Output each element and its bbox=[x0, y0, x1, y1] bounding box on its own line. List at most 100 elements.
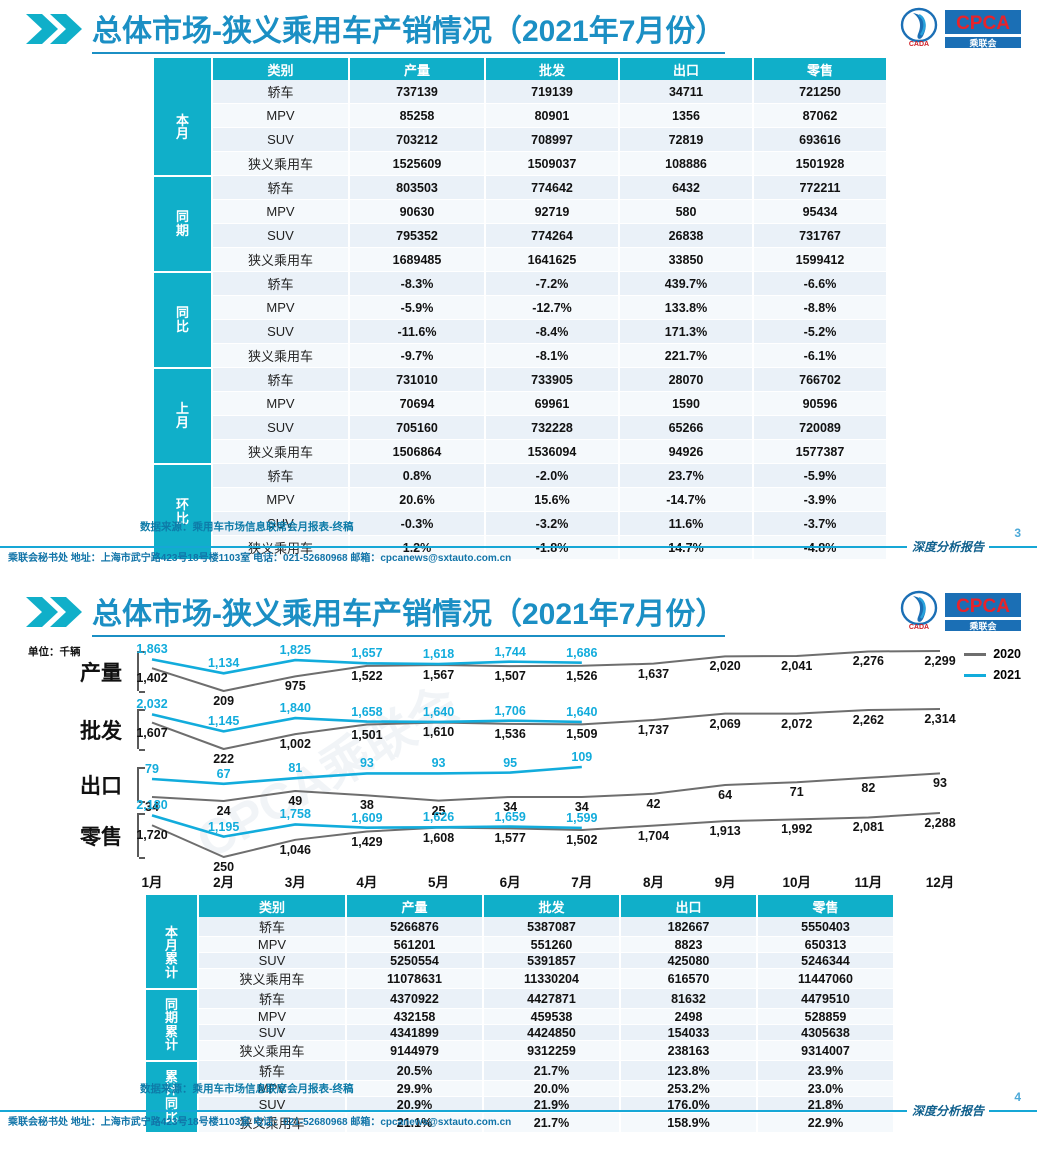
series-line-2020 bbox=[151, 812, 941, 858]
panel-axis-bracket bbox=[137, 813, 145, 859]
series-line-2021 bbox=[151, 658, 582, 675]
table-row: 狭义乘用车 11078631 11330204 616570 11447060 bbox=[146, 968, 895, 989]
table-cell: 90596 bbox=[753, 391, 888, 416]
table-cell: 774264 bbox=[485, 223, 620, 248]
table-cell: 1506864 bbox=[349, 439, 486, 464]
table-cell: 23.9% bbox=[757, 1060, 895, 1081]
data-label: 1,599 bbox=[566, 810, 598, 825]
table-cell: 528859 bbox=[757, 1008, 895, 1025]
table-row: 上月轿车 731010 733905 28070 766702 bbox=[154, 367, 888, 465]
table-cell: 4305638 bbox=[757, 1024, 895, 1041]
x-tick-label: 5月 bbox=[428, 875, 450, 890]
table-cell: 1525609 bbox=[349, 151, 486, 176]
col-header: 产量 bbox=[346, 895, 484, 917]
data-label: 1,744 bbox=[494, 644, 526, 659]
table-cell: -12.7% bbox=[485, 295, 620, 320]
row-group-label: 本月累计 bbox=[146, 917, 199, 990]
data-label: 2,262 bbox=[852, 712, 884, 727]
data-label: 1,195 bbox=[207, 819, 240, 834]
table-cell: 4370922 bbox=[346, 988, 484, 1009]
table-row: 狭义乘用车 1525609 1509037 108886 1501928 bbox=[154, 151, 888, 176]
col-header: 产量 bbox=[349, 58, 486, 80]
data-label: 1,502 bbox=[566, 832, 598, 847]
table-cell: -6.1% bbox=[753, 343, 888, 368]
table-cell: 95434 bbox=[753, 199, 888, 224]
table-cell: 733905 bbox=[485, 367, 620, 392]
footer-contact: 乘联会秘书处 地址：上海市武宁路423号18号楼1103室 电话：021-526… bbox=[8, 1117, 512, 1128]
data-label: 1,610 bbox=[422, 725, 455, 740]
table-cell: 2498 bbox=[620, 1008, 758, 1025]
table-cell: 20.5% bbox=[346, 1060, 484, 1081]
table-cell: 81632 bbox=[620, 988, 758, 1009]
row-category: SUV bbox=[212, 127, 350, 152]
table-cell: 0.8% bbox=[349, 463, 486, 488]
table-cell: 4427871 bbox=[483, 988, 621, 1009]
table-cell: 11078631 bbox=[346, 968, 484, 989]
col-header: 批发 bbox=[483, 895, 621, 917]
data-label: 1,509 bbox=[566, 727, 598, 742]
data-label: 1,737 bbox=[637, 723, 670, 738]
svg-text:CADA: CADA bbox=[909, 624, 929, 631]
table-cell: 719139 bbox=[485, 80, 620, 104]
legend-swatch-2020 bbox=[964, 652, 987, 656]
table-cell: 5391857 bbox=[483, 952, 621, 969]
table-cell: 23.0% bbox=[757, 1080, 895, 1097]
row-category: 轿车 bbox=[212, 271, 350, 296]
series-line-2021 bbox=[151, 765, 582, 786]
table-cell: 221.7% bbox=[619, 343, 754, 368]
col-header: 出口 bbox=[620, 895, 758, 917]
table-cell: 9144979 bbox=[346, 1040, 484, 1061]
table-cell: 561201 bbox=[346, 936, 484, 953]
data-label: 1,501 bbox=[351, 727, 383, 742]
data-label: 81 bbox=[288, 761, 303, 776]
row-group-label: 同期累计 bbox=[146, 988, 199, 1062]
table-cell: 5266876 bbox=[346, 917, 484, 937]
data-label: 1,577 bbox=[494, 831, 526, 846]
table-cell: 182667 bbox=[620, 917, 758, 937]
table-row: SUV 5250554 5391857 425080 5246344 bbox=[146, 952, 895, 969]
table-cell: 11330204 bbox=[483, 968, 621, 989]
svg-text:乘联会: 乘联会 bbox=[968, 621, 997, 633]
table-cell: 731767 bbox=[753, 223, 888, 248]
row-category: SUV bbox=[212, 511, 350, 536]
slide-1: CPCA乘联会 CPCA乘联会 总体市场-狭义乘用车产销情况（2021年7月份）… bbox=[0, 7, 1037, 564]
footer-rule bbox=[0, 1110, 1037, 1112]
table-row: 狭义乘用车 1689485 1641625 33850 1599412 bbox=[154, 247, 888, 272]
table-cell: 20.0% bbox=[483, 1080, 621, 1097]
table-cell: 4341899 bbox=[346, 1024, 484, 1041]
slide-2-table-container: 类别 产量 批发 出口 零售 本月累计轿车 5266876 5387087 18266… bbox=[146, 895, 895, 1134]
table-row: SUV 705160 732228 65266 720089 bbox=[154, 415, 888, 440]
data-label: 2,041 bbox=[781, 658, 813, 673]
table-cell: 11447060 bbox=[757, 968, 895, 989]
data-label: 24 bbox=[216, 804, 231, 818]
data-label: 222 bbox=[213, 752, 235, 766]
col-header: 类别 bbox=[198, 895, 347, 917]
table-cell: 803503 bbox=[349, 175, 486, 200]
table-cell: 65266 bbox=[619, 415, 754, 440]
svg-text:CPCA: CPCA bbox=[956, 13, 1010, 34]
table-cell: 1641625 bbox=[485, 247, 620, 272]
data-label: 2,032 bbox=[136, 697, 168, 712]
table-row: MPV 85258 80901 1356 87062 bbox=[154, 103, 888, 128]
table-cell: 253.2% bbox=[620, 1080, 758, 1097]
table-row: MPV 70694 69961 1590 90596 bbox=[154, 391, 888, 416]
svg-text:CPCA: CPCA bbox=[956, 596, 1010, 617]
panel-row-label: 零售 bbox=[80, 826, 122, 849]
x-tick-label: 1月 bbox=[141, 875, 163, 890]
table-cell: -3.9% bbox=[753, 487, 888, 512]
row-group-label: 环比 bbox=[154, 463, 213, 561]
data-label: 1,686 bbox=[566, 645, 598, 660]
data-label: 49 bbox=[288, 794, 303, 808]
row-group-label: 累计同比 bbox=[146, 1060, 199, 1134]
table-cell: 154033 bbox=[620, 1024, 758, 1041]
table-cell: 732228 bbox=[485, 415, 620, 440]
production-sales-table: 类别 产量 批发 出口 零售 本月轿车 737139 719139 34711 7212… bbox=[154, 58, 888, 561]
footer-report-label: 深度分析报告 bbox=[906, 538, 989, 555]
data-label: 2,180 bbox=[136, 798, 168, 813]
table-cell: 94926 bbox=[619, 439, 754, 464]
x-tick-label: 8月 bbox=[642, 875, 664, 890]
x-tick-label: 12月 bbox=[925, 875, 955, 890]
table-row: 同期累计轿车 4370922 4427871 81632 4479510 bbox=[146, 988, 895, 1062]
x-tick-label: 10月 bbox=[782, 875, 811, 890]
legend-swatch-2021 bbox=[964, 673, 987, 677]
